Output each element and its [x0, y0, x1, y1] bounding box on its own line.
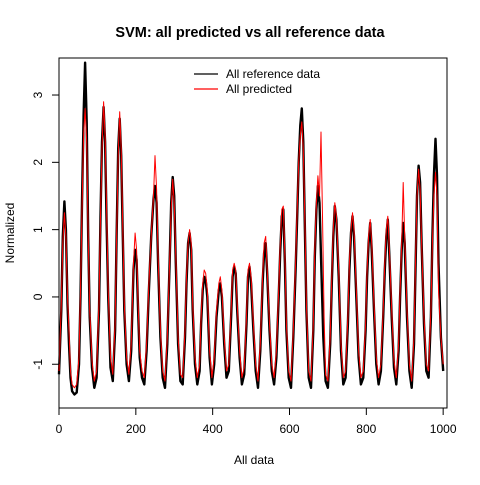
- y-tick-label: 0: [31, 293, 45, 300]
- series-layer: [57, 61, 445, 396]
- chart-title: SVM: all predicted vs all reference data: [115, 25, 385, 41]
- y-tick-label: 2: [31, 159, 45, 166]
- y-tick-label: 1: [31, 226, 45, 233]
- y-tick-label: -1: [31, 359, 45, 370]
- legend: All reference data All predicted: [194, 67, 320, 96]
- x-axis: 0 200 400 600 800 1000: [56, 407, 457, 436]
- y-tick-label: 3: [31, 91, 45, 98]
- x-tick-label: 600: [279, 422, 299, 436]
- legend-label-reference: All reference data: [226, 67, 320, 81]
- series-line-predicted: [58, 101, 444, 389]
- x-tick-label: 200: [126, 422, 146, 436]
- x-tick-label: 1000: [430, 422, 457, 436]
- x-tick-label: 0: [56, 422, 63, 436]
- y-axis: -1 0 1 2 3: [31, 91, 60, 370]
- x-axis-label: All data: [234, 453, 274, 467]
- x-tick-label: 400: [203, 422, 223, 436]
- y-axis-label: Normalized: [3, 203, 17, 264]
- legend-label-predicted: All predicted: [226, 82, 292, 96]
- x-tick-label: 800: [356, 422, 376, 436]
